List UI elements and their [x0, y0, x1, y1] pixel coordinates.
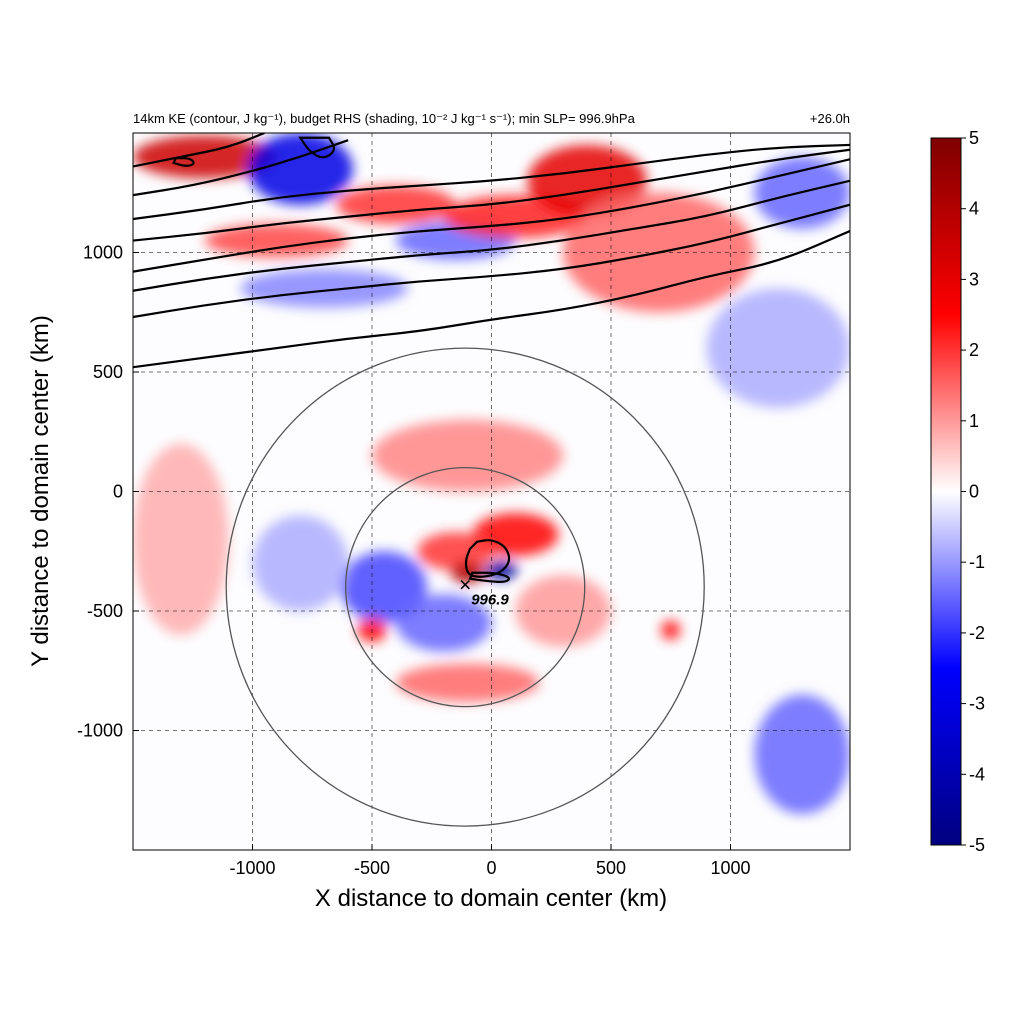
- ke-contour-line: [133, 179, 850, 292]
- shading-blob: [240, 269, 408, 308]
- ke-contour-line: [133, 139, 349, 197]
- colorbar-tick-label: -3: [969, 694, 985, 714]
- x-tick-label: -1000: [229, 858, 275, 878]
- range-ring: [225, 347, 705, 827]
- shading-blob: [252, 515, 349, 611]
- shading-blob: [417, 532, 494, 571]
- shading-blob: [336, 185, 456, 224]
- y-tick-label: 0: [113, 482, 123, 502]
- y-tick-label: 500: [93, 362, 123, 382]
- colorbar: [930, 137, 962, 846]
- shading-blob: [706, 288, 850, 408]
- min-slp-label: 996.9: [471, 592, 509, 609]
- colorbar-ticks: 5 4 3 2 1 0 -1 -2 -3 -4 -5: [961, 128, 985, 855]
- shading-blob: [247, 133, 353, 205]
- colorbar-tick-label: -5: [969, 835, 985, 855]
- shading-blob: [372, 419, 564, 492]
- ke-contour-line: [133, 158, 850, 273]
- x-tick-label: 500: [596, 858, 626, 878]
- ke-contour-closed: [468, 571, 510, 583]
- colorbar-tick-label: 4: [969, 199, 979, 219]
- colorbar-tick-label: 5: [969, 128, 979, 148]
- colorbar-tick-label: -2: [969, 623, 985, 643]
- ke-contour-line: [133, 143, 850, 221]
- y-axis-ticks: 1000 500 0 -500 -1000: [77, 243, 139, 741]
- colorbar-tick-label: -1: [969, 552, 985, 572]
- y-tick-label: -1000: [77, 721, 123, 741]
- colorbar-tick-label: 3: [969, 269, 979, 289]
- ke-contour-closed: [298, 136, 336, 159]
- ke-contour-line: [133, 148, 850, 242]
- y-tick-label: -500: [87, 601, 123, 621]
- shading-blob: [133, 135, 277, 179]
- chart-title: 14km KE (contour, J kg⁻¹), budget RHS (s…: [133, 111, 636, 126]
- x-tick-label: 0: [486, 858, 496, 878]
- shading-blob: [515, 575, 611, 647]
- ke-contour-line: [133, 203, 850, 319]
- range-rings: [225, 347, 705, 827]
- chart-time-label: +26.0h: [810, 111, 850, 126]
- storm-center-marker: ✕ 996.9: [459, 578, 510, 609]
- x-tick-label: 1000: [710, 858, 750, 878]
- y-axis-label: Y distance to domain center (km): [27, 315, 54, 667]
- x-axis-ticks: -1000 -500 0 500 1000: [229, 844, 751, 878]
- ke-contour-line: [133, 133, 265, 168]
- shading-blob: [754, 694, 850, 815]
- shading-blob: [340, 551, 427, 623]
- range-ring: [345, 466, 586, 708]
- shading-blob: [661, 620, 681, 640]
- y-tick-label: 1000: [83, 243, 123, 263]
- shading-blob: [204, 223, 349, 258]
- storm-center-x-icon: ✕: [459, 578, 472, 595]
- ke-contour-closed: [464, 539, 511, 578]
- colorbar-tick-label: 1: [969, 411, 979, 431]
- shading-blob: [527, 144, 647, 217]
- shading-blob: [395, 594, 492, 652]
- ke-contour-closed: [172, 156, 195, 167]
- colorbar-tick-label: 2: [969, 340, 979, 360]
- shading-blob: [133, 443, 229, 635]
- colorbar-tick-label: 0: [969, 482, 979, 502]
- ke-contours: [133, 133, 850, 583]
- shading-blob: [472, 513, 559, 557]
- x-axis-label: X distance to domain center (km): [315, 885, 667, 912]
- shading-blob: [395, 663, 540, 702]
- ke-contour-line: [133, 229, 850, 369]
- x-tick-label: -500: [354, 858, 390, 878]
- colorbar-tick-label: -4: [969, 764, 985, 784]
